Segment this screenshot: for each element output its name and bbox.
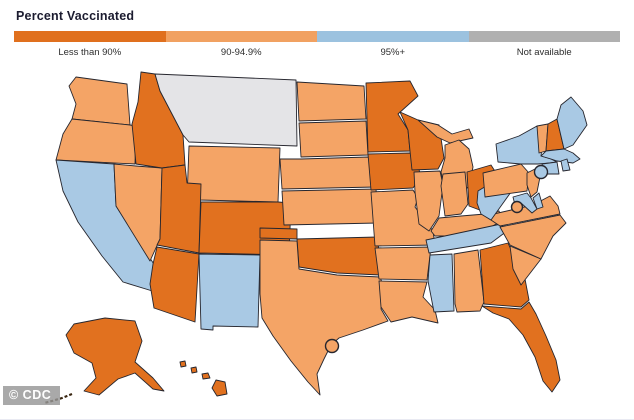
legend-labels: Less than 90% 90-94.9% 95%+ Not availabl… — [14, 47, 620, 58]
legend-label-less-than-90: Less than 90% — [58, 47, 122, 58]
marker-new-york-city[interactable] — [533, 164, 549, 180]
state-arizona[interactable] — [149, 246, 200, 323]
state-georgia[interactable] — [479, 242, 530, 308]
state-oregon[interactable] — [55, 118, 137, 165]
state-alabama[interactable] — [453, 249, 485, 313]
us-map-svg — [43, 71, 588, 405]
legend-swatch-not-available — [468, 31, 620, 42]
state-north-carolina[interactable] — [499, 214, 567, 260]
state-massachusetts[interactable] — [540, 148, 581, 164]
us-choropleth-map[interactable] — [14, 64, 624, 409]
legend-swatch-90-94 — [165, 31, 317, 42]
state-north-dakota[interactable] — [296, 81, 367, 122]
state-hawaii-maui[interactable] — [201, 372, 211, 380]
state-nebraska[interactable] — [279, 156, 377, 190]
state-oklahoma[interactable] — [259, 227, 381, 276]
legend-label-not-available: Not available — [516, 47, 572, 58]
legend-swatch-less-than-90 — [14, 31, 166, 42]
marker-washington-dc[interactable] — [510, 200, 524, 214]
state-montana[interactable] — [154, 73, 298, 147]
state-michigan-upper[interactable] — [417, 119, 474, 144]
legend-color-bar — [14, 31, 620, 42]
state-hawaii-big-island[interactable] — [211, 379, 228, 397]
state-washington[interactable] — [68, 76, 131, 126]
state-delaware[interactable] — [532, 192, 544, 210]
chart-title: Percent Vaccinated — [16, 9, 135, 23]
legend-label-95-plus: 95%+ — [380, 47, 406, 58]
state-rhode-island[interactable] — [560, 158, 571, 172]
state-maine[interactable] — [556, 96, 588, 150]
state-louisiana[interactable] — [378, 280, 439, 324]
state-florida[interactable] — [481, 301, 561, 393]
legend: Less than 90% 90-94.9% 95%+ Not availabl… — [14, 31, 620, 58]
state-kansas[interactable] — [281, 188, 379, 226]
state-alaska[interactable] — [65, 317, 165, 396]
state-hawaii-kauai[interactable] — [179, 360, 187, 368]
cdc-attribution: © CDC — [3, 386, 61, 405]
state-mississippi[interactable] — [427, 253, 455, 313]
state-new-mexico[interactable] — [198, 253, 261, 331]
state-indiana[interactable] — [440, 171, 469, 217]
marker-houston[interactable] — [324, 338, 340, 354]
state-arkansas[interactable] — [374, 246, 432, 281]
state-tennessee[interactable] — [425, 223, 508, 254]
legend-label-90-94: 90-94.9% — [220, 47, 262, 58]
legend-swatch-95-plus — [317, 31, 469, 42]
state-south-dakota[interactable] — [298, 120, 369, 158]
state-hawaii-oahu[interactable] — [190, 366, 198, 374]
state-illinois[interactable] — [413, 170, 444, 232]
